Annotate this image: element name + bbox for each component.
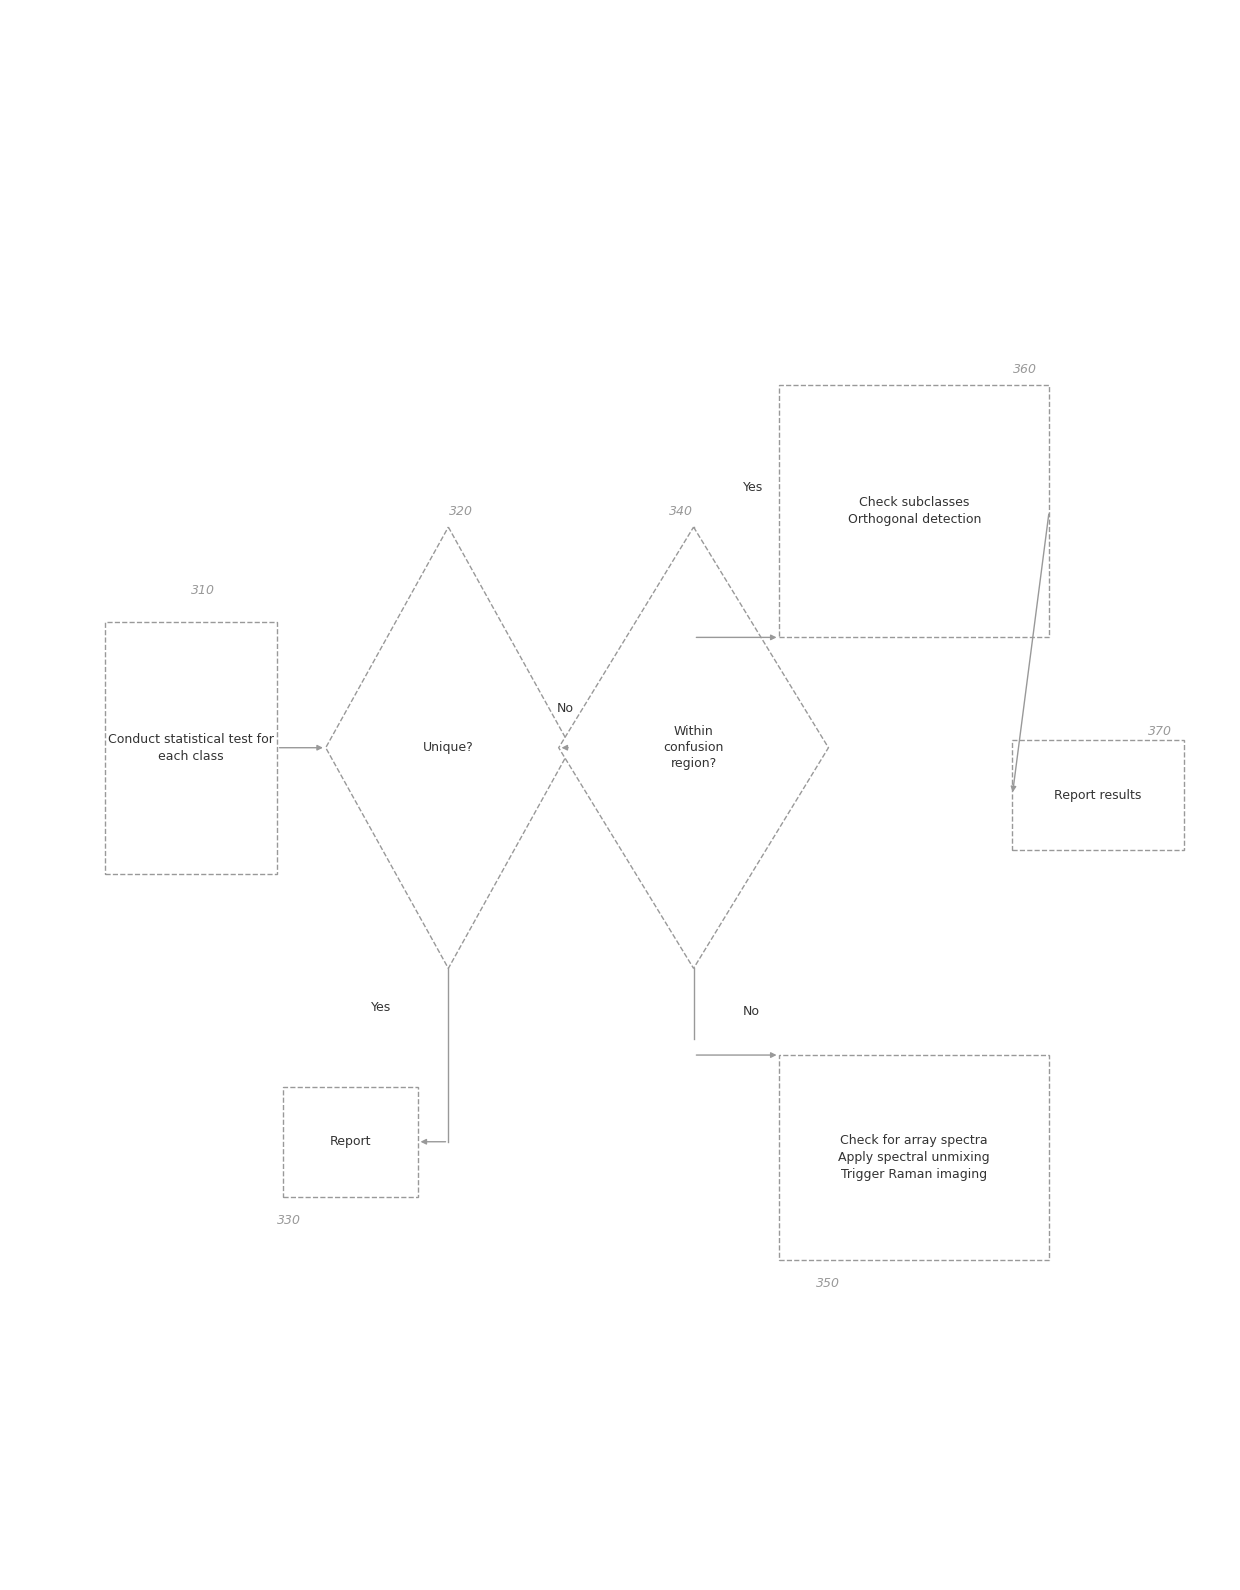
Text: Check for array spectra
Apply spectral unmixing
Trigger Raman imaging: Check for array spectra Apply spectral u…	[838, 1134, 990, 1181]
FancyBboxPatch shape	[780, 385, 1049, 638]
Text: No: No	[557, 701, 573, 716]
Text: 370: 370	[1147, 725, 1172, 738]
FancyBboxPatch shape	[1012, 739, 1184, 851]
Text: Check subclasses
Orthogonal detection: Check subclasses Orthogonal detection	[848, 496, 981, 526]
Text: Conduct statistical test for
each class: Conduct statistical test for each class	[108, 733, 274, 763]
Text: Within
confusion
region?: Within confusion region?	[663, 725, 724, 770]
Text: Report: Report	[330, 1135, 371, 1148]
Text: 310: 310	[191, 584, 215, 596]
Polygon shape	[559, 526, 828, 968]
Text: 360: 360	[1013, 363, 1037, 375]
Text: 350: 350	[816, 1277, 841, 1289]
Text: No: No	[743, 1005, 760, 1018]
Polygon shape	[326, 526, 570, 968]
Text: 320: 320	[449, 504, 472, 518]
FancyBboxPatch shape	[105, 622, 277, 875]
Text: 330: 330	[277, 1215, 301, 1227]
Text: 340: 340	[670, 504, 693, 518]
FancyBboxPatch shape	[780, 1056, 1049, 1259]
Text: Yes: Yes	[371, 1002, 391, 1014]
FancyBboxPatch shape	[283, 1086, 418, 1197]
Text: Yes: Yes	[743, 482, 763, 494]
Text: Unique?: Unique?	[423, 741, 474, 754]
Text: Report results: Report results	[1054, 789, 1142, 801]
